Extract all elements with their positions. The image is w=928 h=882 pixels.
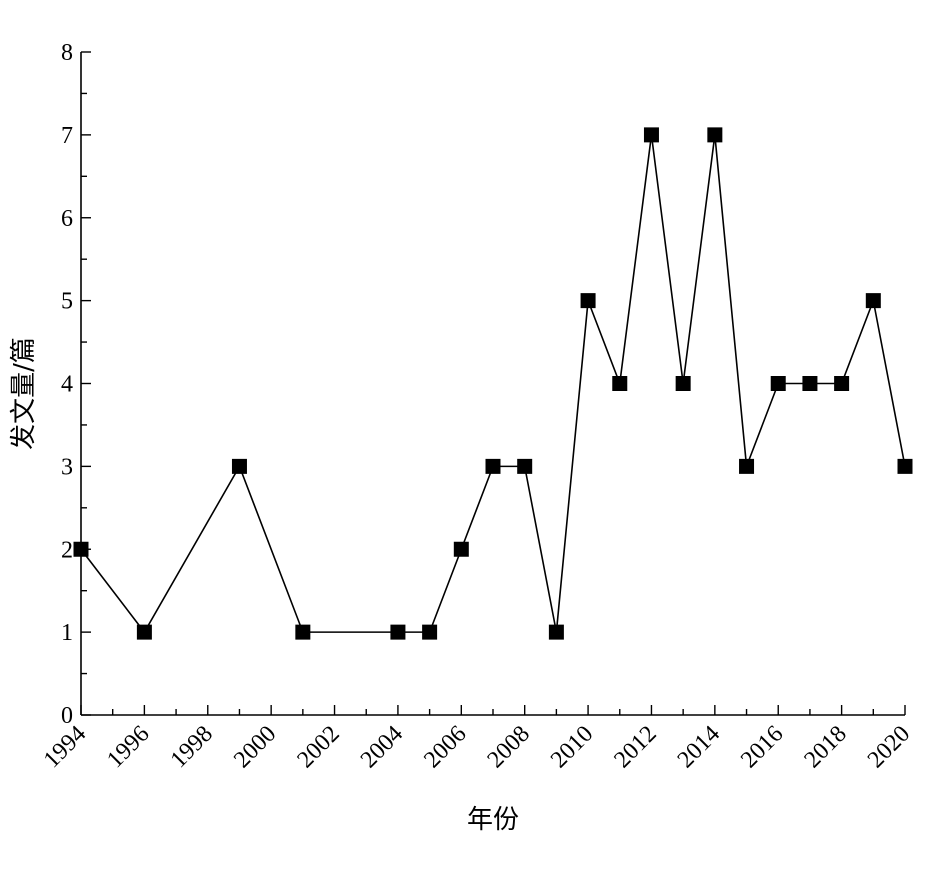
y-tick-label: 3 [61,454,73,480]
x-tick-label: 2012 [609,721,661,773]
data-point [580,293,596,309]
x-tick-label: 2016 [736,721,788,773]
tick-labels: 0 1 2 3 4 5 6 7 8 1994 1996 1998 2000 2002 2004 2006 200… [39,40,915,773]
y-tick-label: 0 [61,703,73,729]
data-point [802,376,818,391]
data-point [739,458,755,474]
data-point [770,376,786,391]
x-tick-label: 1998 [166,721,218,773]
y-tick-label: 1 [61,620,73,646]
data-point [231,458,247,474]
data-point [707,127,723,143]
y-tick-label: 6 [61,206,73,232]
data-point [897,458,913,474]
x-axis-title: 年份 [467,805,519,835]
y-tick-label: 4 [61,372,73,398]
y-tick-label: 7 [61,123,73,149]
x-tick-label: 2020 [863,721,915,773]
data-point [422,624,438,640]
data-point [834,376,850,391]
data-point [675,376,691,391]
x-tick-label: 2008 [483,721,535,773]
y-tick-label: 2 [61,537,73,563]
data-point [295,624,311,640]
data-point [517,458,533,474]
x-tick-label: 2010 [546,721,598,773]
x-tick-label: 1994 [39,721,91,773]
data-point [643,127,659,143]
data-point [485,458,501,474]
x-tick-label: 1996 [102,721,154,773]
data-series [73,127,913,640]
data-point [548,624,564,640]
x-tick-label: 2004 [356,721,408,773]
data-point [612,376,628,391]
y-tick-label: 5 [61,289,73,315]
x-tick-label: 2018 [800,721,852,773]
data-point [390,624,406,640]
y-axis-title: 发文量/篇 [9,337,39,450]
data-point [136,624,152,640]
data-point [73,541,89,557]
data-point [865,293,881,309]
data-point [453,541,469,557]
x-tick-label: 2000 [229,721,281,773]
x-tick-label: 2014 [673,721,725,773]
tick-marks [80,51,906,716]
x-tick-label: 2002 [292,721,344,773]
y-tick-label: 8 [61,40,73,66]
x-tick-label: 2006 [419,721,471,773]
